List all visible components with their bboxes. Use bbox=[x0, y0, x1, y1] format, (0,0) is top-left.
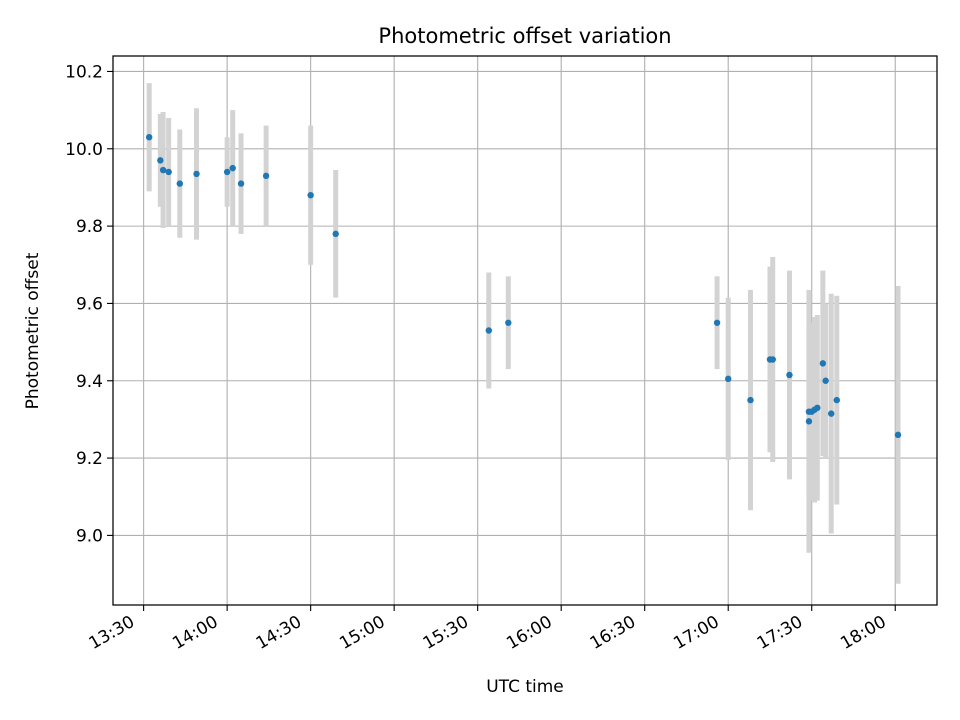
y-tick-label: 9.8 bbox=[76, 217, 103, 237]
chart-title: Photometric offset variation bbox=[378, 24, 671, 48]
data-point bbox=[828, 410, 835, 417]
x-axis-label: UTC time bbox=[486, 677, 564, 697]
data-point bbox=[894, 431, 902, 439]
data-point bbox=[505, 319, 512, 326]
y-tick-label: 10.2 bbox=[65, 62, 103, 82]
y-tick-label: 9.6 bbox=[76, 294, 103, 314]
data-point bbox=[157, 157, 164, 164]
data-point bbox=[176, 180, 184, 187]
data-point bbox=[713, 319, 721, 326]
data-point bbox=[237, 180, 245, 187]
data-point bbox=[165, 168, 172, 176]
data-point bbox=[159, 166, 167, 174]
y-axis-ticks: 9.0 9.2 9.4 9.6 9.8 10.0 10.2 bbox=[65, 62, 113, 546]
plot-frame bbox=[112, 55, 938, 606]
data-point bbox=[262, 172, 270, 180]
data-point bbox=[822, 377, 829, 384]
data-point bbox=[786, 371, 793, 379]
y-tick-label: 9.0 bbox=[76, 526, 103, 546]
y-axis-label: Photometric offset bbox=[23, 252, 43, 409]
data-point bbox=[769, 356, 776, 363]
data-point bbox=[833, 396, 840, 404]
data-point bbox=[229, 164, 236, 172]
data-points bbox=[145, 133, 902, 439]
data-point bbox=[819, 360, 827, 367]
data-point bbox=[332, 230, 339, 238]
data-point bbox=[805, 418, 813, 425]
data-point bbox=[485, 327, 493, 334]
data-point bbox=[145, 133, 153, 141]
data-point bbox=[814, 404, 821, 412]
data-point bbox=[307, 191, 314, 199]
y-tick-label: 9.2 bbox=[76, 449, 103, 469]
data-point bbox=[747, 396, 754, 404]
y-tick-label: 9.4 bbox=[76, 372, 103, 392]
data-point bbox=[223, 168, 231, 176]
y-tick-label: 10.0 bbox=[65, 140, 103, 160]
data-point bbox=[725, 375, 732, 383]
data-point bbox=[193, 170, 200, 178]
